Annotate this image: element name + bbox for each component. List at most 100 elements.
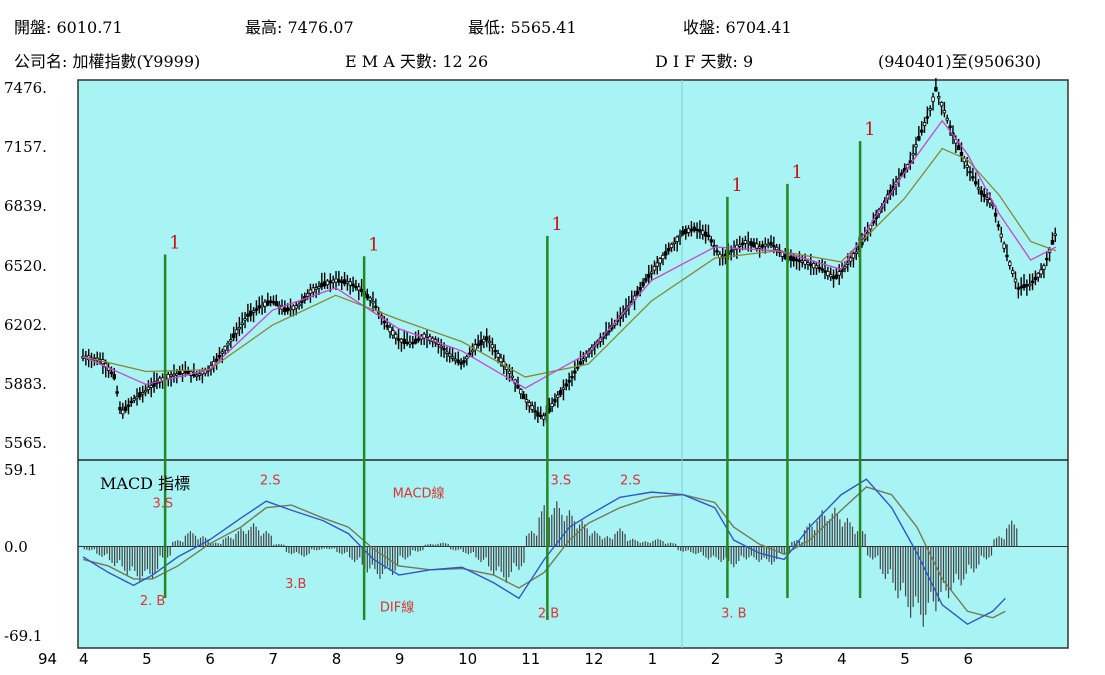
- price-candle-body: [928, 108, 932, 111]
- price-candle-body: [993, 212, 998, 217]
- price-candle-body: [684, 228, 688, 234]
- price-candle-body: [169, 374, 173, 377]
- price-candle-body: [391, 330, 395, 336]
- price-candle-body: [672, 241, 677, 245]
- macd-line: [82, 486, 1006, 619]
- month-tick: 8: [331, 650, 342, 668]
- price-candle-body: [510, 375, 514, 379]
- price-candle-body: [1002, 243, 1006, 249]
- price-candle-body: [942, 110, 947, 114]
- price-candle-body: [982, 193, 986, 198]
- month-tick: 6: [963, 650, 974, 668]
- price-candle-body: [496, 353, 500, 358]
- macd-annotation: 3.B: [285, 577, 306, 592]
- price-candle-body: [831, 276, 836, 280]
- price-candle-body: [527, 402, 532, 407]
- price-candle-body: [214, 358, 219, 362]
- price-candle-body: [485, 336, 489, 341]
- high-label: 最高: 7476.07: [245, 18, 354, 37]
- price-candle-body: [854, 251, 858, 254]
- price-candle-body: [260, 304, 264, 308]
- macd-annotation: 2. B: [140, 594, 165, 609]
- price-candle-body: [175, 373, 179, 376]
- price-candle-body: [368, 297, 372, 301]
- price-candle-body: [652, 266, 657, 271]
- price-candle-body: [800, 260, 804, 263]
- price-candle-body: [331, 279, 335, 283]
- price-candle-body: [1045, 257, 1049, 261]
- price-y-tick: 7157.: [4, 138, 47, 157]
- price-candle-body: [334, 278, 338, 283]
- price-candle-body: [524, 399, 529, 403]
- macd-annotation: 3. B: [721, 607, 746, 622]
- month-tick: 4: [79, 650, 89, 668]
- price-candle-body: [1025, 284, 1029, 287]
- price-y-tick: 6520.: [4, 256, 47, 275]
- price-candle-body: [976, 187, 981, 190]
- price-y-tick: 5565.: [4, 434, 47, 452]
- price-candle-body: [129, 400, 134, 404]
- price-candle-body: [274, 301, 279, 307]
- price-candle-body: [402, 338, 406, 345]
- price-candle-body: [516, 384, 520, 389]
- macd-annotation: 2.S: [620, 473, 641, 488]
- price-candle-body: [317, 286, 321, 289]
- price-candle-body: [465, 356, 469, 360]
- price-candle-body: [826, 270, 830, 276]
- price-candle-body: [439, 345, 443, 349]
- price-candle-body: [476, 343, 480, 347]
- price-candle-body: [399, 338, 404, 343]
- price-candle-body: [220, 351, 225, 354]
- macd-annotation: DIF線: [380, 599, 414, 615]
- price-candle-body: [655, 262, 659, 267]
- price-candle-body: [507, 370, 512, 374]
- price-candle-body: [939, 102, 944, 107]
- price-candle-body: [914, 144, 918, 148]
- price-candle-body: [703, 231, 708, 237]
- price-candle-body: [541, 415, 546, 420]
- price-candle-body: [794, 258, 799, 262]
- price-candle-body: [490, 344, 495, 349]
- price-candle-body: [689, 228, 694, 232]
- price-candle-body: [843, 266, 847, 269]
- price-candle-body: [195, 374, 199, 378]
- price-candle-body: [340, 280, 344, 283]
- price-candle-body: [445, 351, 449, 354]
- price-candle-body: [1053, 233, 1057, 236]
- macd-annotation: 2.S: [260, 473, 281, 488]
- price-candle-body: [647, 273, 651, 278]
- price-candle-body: [746, 241, 750, 245]
- price-candle-body: [965, 164, 969, 168]
- price-candle-body: [266, 300, 270, 306]
- year-prefix: 94: [38, 650, 58, 668]
- price-candle-body: [314, 287, 318, 290]
- price-candle-body: [664, 251, 668, 256]
- price-candle-body: [635, 290, 640, 296]
- price-candle-body: [109, 371, 114, 375]
- macd-annotation: 2.B: [538, 607, 559, 622]
- price-candle-body: [530, 405, 534, 410]
- price-candle-body: [382, 320, 387, 324]
- price-candle-body: [783, 254, 787, 260]
- price-candle-body: [271, 301, 276, 304]
- price-candle-body: [143, 389, 148, 393]
- price-candle-body: [487, 340, 492, 344]
- price-candle-body: [749, 241, 753, 246]
- price-candle-body: [641, 281, 645, 287]
- price-candle-body: [666, 247, 671, 252]
- price-candle-body: [462, 359, 466, 364]
- macd-y-tick: -69.1: [4, 627, 43, 645]
- price-candle-body: [263, 301, 267, 307]
- price-candle-body: [519, 388, 523, 395]
- price-candle-body: [257, 305, 261, 309]
- price-candle-body: [413, 338, 418, 344]
- price-candle-body: [226, 342, 230, 346]
- macd-y-tick: 0.0: [4, 537, 28, 556]
- price-candle-body: [834, 274, 839, 279]
- month-tick: 7: [268, 650, 279, 668]
- price-candle-body: [644, 277, 648, 282]
- price-candle-body: [297, 303, 301, 307]
- price-candle-body: [837, 271, 841, 276]
- price-candle-body: [388, 326, 392, 333]
